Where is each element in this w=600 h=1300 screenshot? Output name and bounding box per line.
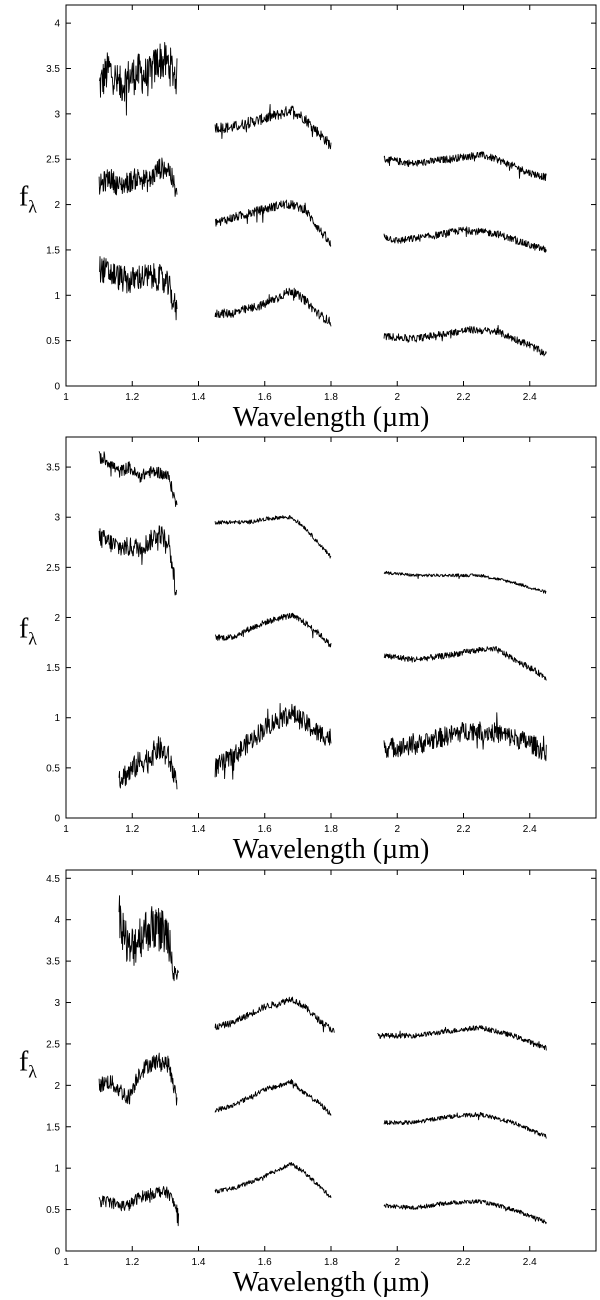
x-tick-label: 1 xyxy=(63,392,69,403)
spectrum-2-H-band xyxy=(214,612,332,648)
spectrum-1-K-band xyxy=(383,151,547,182)
panel-1: 1 1.2 1.4 1.6 1.8 2 2.2 2.4 0 0.5 1 1.5 2 2.5 3 3.5 4 Wav… xyxy=(19,4,597,433)
x-tick-label: 2.2 xyxy=(457,1257,471,1268)
x-tick-label: 1.4 xyxy=(192,1257,206,1268)
spectrum-3-K-band xyxy=(383,325,547,357)
y-tick-label: 0 xyxy=(54,382,60,393)
x-tick-label: 1.2 xyxy=(125,392,139,403)
spectrum-3-J-band xyxy=(98,1186,180,1227)
spectrum-3-K-band xyxy=(383,1199,547,1225)
x-tick-label: 1.4 xyxy=(192,824,206,835)
x-tick-label: 1.6 xyxy=(258,1257,272,1268)
spectrum-2-J-band xyxy=(98,1052,178,1106)
y-tick-label: 2.5 xyxy=(46,155,60,166)
spectrum-1-H-band xyxy=(214,514,332,559)
x-tick-label: 2 xyxy=(394,824,400,835)
x-tick-label: 1.6 xyxy=(258,392,272,403)
spectrum-3-H-band xyxy=(214,703,332,780)
spectrum-2-J-band xyxy=(98,525,177,596)
x-tick-label: 1.8 xyxy=(324,392,338,403)
y-tick-label: 1.5 xyxy=(46,663,60,674)
spectrum-1-H-band xyxy=(214,104,332,150)
spectrum-2-H-band xyxy=(214,1078,332,1116)
y-axis-title: fλ xyxy=(19,614,37,649)
panel-2: 1 1.2 1.4 1.6 1.8 2 2.2 2.4 0 0.5 1 1.5 2 2.5 3 3.5 Wave… xyxy=(19,436,597,865)
x-axis-title: Wavelength (µm) xyxy=(233,1267,430,1298)
spectrum-1-J-band xyxy=(118,895,180,982)
y-tick-label: 1 xyxy=(54,713,60,724)
x-tick-label: 2 xyxy=(394,392,400,403)
y-tick-label: 3 xyxy=(54,109,60,120)
y-tick-label: 1.5 xyxy=(46,1122,60,1133)
x-tick-label: 2.4 xyxy=(523,392,537,403)
y-tick-label: 1 xyxy=(54,291,60,302)
y-tick-label: 4.5 xyxy=(46,874,60,885)
y-tick-label: 1.5 xyxy=(46,245,60,256)
x-tick-label: 1.2 xyxy=(125,1257,139,1268)
spectrum-2-J-band xyxy=(98,157,178,197)
y-tick-label: 2.5 xyxy=(46,563,60,574)
spectrum-3-J-band xyxy=(99,256,178,321)
spectrum-3-K-band xyxy=(383,712,547,762)
spectrum-1-H-band xyxy=(214,996,335,1033)
spectrum-2-K-band xyxy=(383,226,547,253)
y-tick-label: 3.5 xyxy=(46,957,60,968)
spectrum-3-H-band xyxy=(214,287,332,327)
spectrum-3-J-band xyxy=(118,736,178,790)
spectrum-1-J-band xyxy=(99,42,178,116)
x-axis-title: Wavelength (µm) xyxy=(233,834,430,865)
spectrum-2-H-band xyxy=(214,199,332,247)
y-tick-label: 2 xyxy=(54,1081,60,1092)
x-tick-label: 1.8 xyxy=(324,1257,338,1268)
x-tick-label: 2.4 xyxy=(523,824,537,835)
y-tick-label: 4 xyxy=(54,19,60,30)
spectrum-1-K-band xyxy=(377,1025,547,1051)
x-tick-label: 2.2 xyxy=(457,392,471,403)
y-tick-label: 3 xyxy=(54,513,60,524)
spectrum-1-J-band xyxy=(98,451,178,507)
plot-frame xyxy=(65,436,597,819)
x-tick-label: 1.4 xyxy=(192,392,206,403)
panel-3: 1 1.2 1.4 1.6 1.8 2 2.2 2.4 0 0.5 1 1.5 2 2.5 3 3.5 4 4.5… xyxy=(19,869,597,1298)
spectrum-3-H-band xyxy=(214,1162,332,1198)
spectrum-2-K-band xyxy=(383,646,547,681)
y-tick-label: 1 xyxy=(54,1164,60,1175)
y-tick-label: 3.5 xyxy=(46,64,60,75)
y-tick-label: 0.5 xyxy=(46,1205,60,1216)
y-tick-label: 3.5 xyxy=(46,463,60,474)
x-tick-label: 1 xyxy=(63,824,69,835)
x-tick-label: 1 xyxy=(63,1257,69,1268)
y-tick-label: 2 xyxy=(54,613,60,624)
x-tick-label: 1.8 xyxy=(324,824,338,835)
x-axis-title: Wavelength (µm) xyxy=(233,402,430,433)
y-axis-title: fλ xyxy=(19,1047,37,1082)
y-tick-label: 2 xyxy=(54,200,60,211)
x-tick-label: 1.2 xyxy=(125,824,139,835)
x-tick-label: 2.4 xyxy=(523,1257,537,1268)
spectrum-1-K-band xyxy=(383,570,547,594)
y-tick-label: 0 xyxy=(54,814,60,825)
y-tick-label: 3 xyxy=(54,998,60,1009)
y-tick-label: 2.5 xyxy=(46,1039,60,1050)
y-tick-label: 0.5 xyxy=(46,763,60,774)
y-tick-label: 0.5 xyxy=(46,336,60,347)
y-tick-label: 4 xyxy=(54,915,60,926)
x-tick-label: 2 xyxy=(394,1257,400,1268)
x-tick-label: 1.6 xyxy=(258,824,272,835)
x-tick-label: 2.2 xyxy=(457,824,471,835)
y-axis-title: fλ xyxy=(19,182,37,217)
spectrum-2-K-band xyxy=(383,1112,547,1139)
y-tick-label: 0 xyxy=(54,1247,60,1258)
